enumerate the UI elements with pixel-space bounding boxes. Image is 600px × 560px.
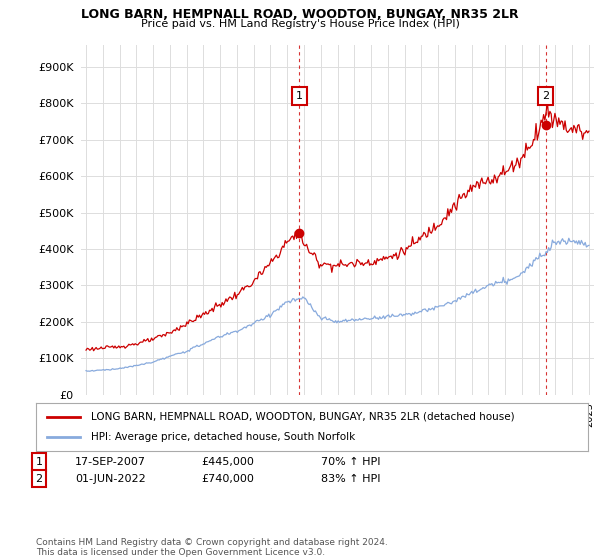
Text: Price paid vs. HM Land Registry's House Price Index (HPI): Price paid vs. HM Land Registry's House … xyxy=(140,19,460,29)
Text: £445,000: £445,000 xyxy=(201,457,254,467)
Text: £740,000: £740,000 xyxy=(201,474,254,484)
Text: LONG BARN, HEMPNALL ROAD, WOODTON, BUNGAY, NR35 2LR (detached house): LONG BARN, HEMPNALL ROAD, WOODTON, BUNGA… xyxy=(91,412,515,422)
Text: 2: 2 xyxy=(35,474,43,484)
Text: 1: 1 xyxy=(35,457,43,467)
Text: 2: 2 xyxy=(542,91,549,101)
Text: 01-JUN-2022: 01-JUN-2022 xyxy=(75,474,146,484)
Text: 17-SEP-2007: 17-SEP-2007 xyxy=(75,457,146,467)
Text: 1: 1 xyxy=(296,91,303,101)
Text: LONG BARN, HEMPNALL ROAD, WOODTON, BUNGAY, NR35 2LR: LONG BARN, HEMPNALL ROAD, WOODTON, BUNGA… xyxy=(81,8,519,21)
Text: HPI: Average price, detached house, South Norfolk: HPI: Average price, detached house, Sout… xyxy=(91,432,355,442)
Text: 70% ↑ HPI: 70% ↑ HPI xyxy=(321,457,380,467)
Text: Contains HM Land Registry data © Crown copyright and database right 2024.
This d: Contains HM Land Registry data © Crown c… xyxy=(36,538,388,557)
Text: 83% ↑ HPI: 83% ↑ HPI xyxy=(321,474,380,484)
